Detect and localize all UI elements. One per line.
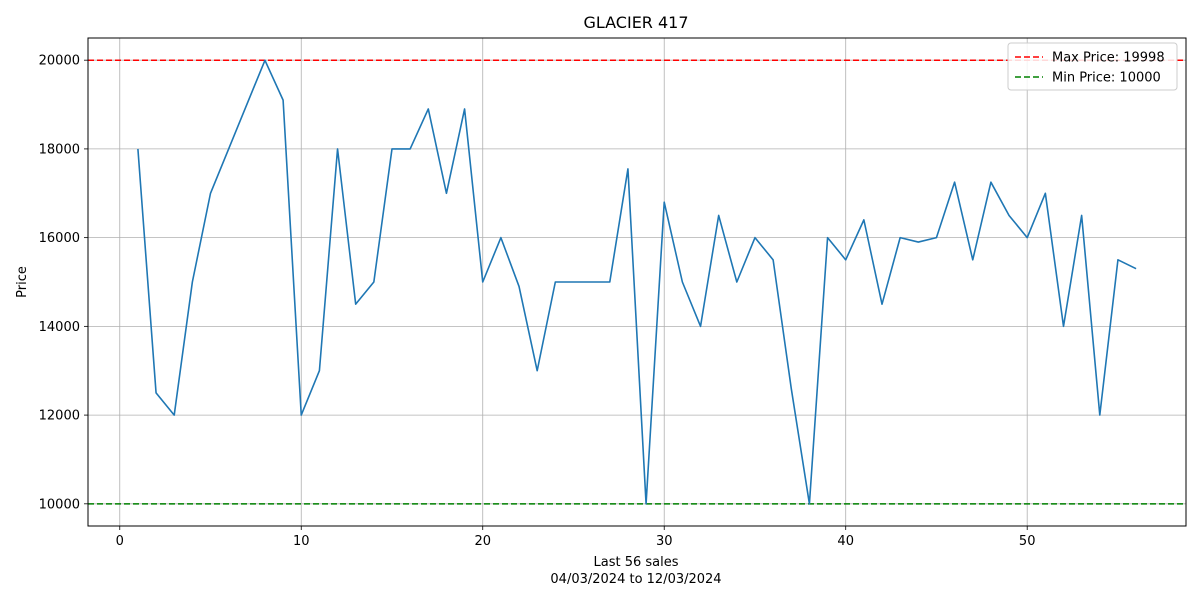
x-axis-ticks: 0 10 20 30 40 50 — [116, 526, 1036, 549]
series-layer — [137, 59, 1137, 505]
x-tick-label: 50 — [1019, 534, 1036, 549]
x-axis-label: Last 56 sales — [593, 555, 678, 570]
x-tick-label: 40 — [837, 534, 854, 549]
legend-label: Max Price: 19998 — [1052, 51, 1165, 66]
plot-area-frame — [87, 37, 1187, 527]
price-series-line — [137, 59, 1137, 505]
reference-lines — [88, 59, 1186, 505]
y-tick-label: 16000 — [39, 231, 80, 246]
x-tick-label: 10 — [293, 534, 310, 549]
y-axis-label: Price — [15, 266, 30, 298]
legend: Max Price: 19998 Min Price: 10000 — [1007, 42, 1178, 91]
x-tick-label: 20 — [474, 534, 491, 549]
chart-title: GLACIER 417 — [583, 13, 688, 32]
y-tick-label: 18000 — [39, 142, 80, 157]
y-tick-label: 14000 — [39, 320, 80, 335]
x-axis-sublabel: 04/03/2024 to 12/03/2024 — [550, 572, 721, 587]
y-axis-ticks: 10000 12000 14000 16000 18000 20000 — [39, 54, 88, 512]
legend-label: Min Price: 10000 — [1052, 71, 1161, 86]
legend-box — [1007, 42, 1178, 91]
y-tick-label: 20000 — [39, 54, 80, 69]
y-tick-label: 12000 — [39, 409, 80, 424]
x-tick-label: 0 — [116, 534, 124, 549]
grid — [88, 38, 1186, 526]
x-tick-label: 30 — [656, 534, 673, 549]
y-tick-label: 10000 — [39, 497, 80, 512]
